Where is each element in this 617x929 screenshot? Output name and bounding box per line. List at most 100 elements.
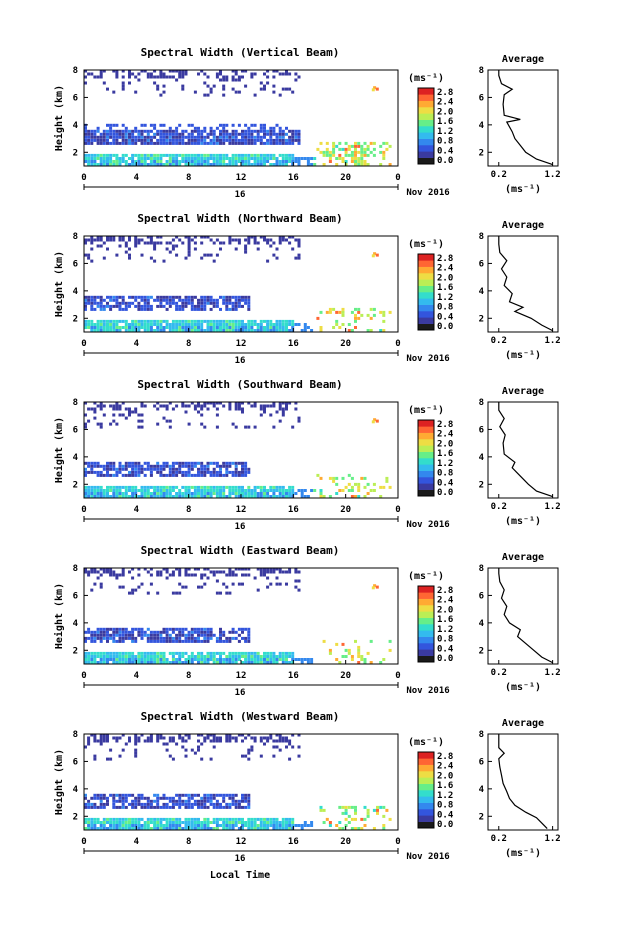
- heatmap-cell: [200, 492, 204, 495]
- heatmap-cell: [187, 247, 191, 251]
- heatmap-cell: [259, 817, 263, 821]
- heatmap-cell: [84, 304, 87, 308]
- heatmap-cell: [84, 821, 87, 824]
- heatmap-cell: [288, 489, 292, 492]
- heatmap-cell: [175, 467, 179, 471]
- heatmap-cell: [272, 754, 276, 758]
- heatmap-cell: [118, 736, 122, 740]
- heatmap-cell: [109, 235, 113, 239]
- heatmap-cell: [310, 821, 314, 824]
- heatmap-cells: [84, 235, 392, 332]
- colorbar-segment: [418, 157, 434, 165]
- heatmap-cell: [102, 160, 106, 163]
- heatmap-cell: [234, 495, 238, 498]
- heatmap-cell: [99, 238, 103, 242]
- heatmap-cell: [222, 805, 226, 809]
- heatmap-cell: [84, 323, 87, 326]
- heatmap-cell: [197, 495, 200, 498]
- heatmap-cell: [228, 655, 232, 658]
- heatmap-cell: [200, 585, 204, 589]
- heatmap-cell: [253, 93, 257, 97]
- heatmap-cell: [93, 661, 97, 664]
- heatmap-cell: [219, 639, 222, 643]
- heatmap-cell: [197, 633, 200, 637]
- heatmap-cell: [118, 326, 122, 329]
- heatmap-cell: [175, 141, 179, 145]
- heatmap-cell: [112, 163, 116, 166]
- heatmap-cell: [171, 69, 175, 73]
- heatmap-cell: [253, 576, 257, 580]
- heatmap-cell: [128, 413, 131, 417]
- heatmap-cell: [146, 307, 150, 311]
- heatmap-cell: [225, 464, 229, 468]
- heatmap-cell: [156, 639, 160, 643]
- heatmap-cell: [115, 817, 119, 821]
- heatmap-cell: [124, 658, 128, 661]
- heatmap-cell: [215, 153, 219, 157]
- heatmap-cell: [332, 144, 336, 148]
- heatmap-cell: [278, 72, 282, 76]
- heatmap-cell: [118, 799, 122, 803]
- heatmap-cell: [156, 573, 160, 577]
- heatmap-cell: [140, 485, 144, 489]
- profile-y-tick-label: 4: [479, 785, 485, 795]
- heatmap-cell: [222, 163, 226, 166]
- heatmap-cell: [175, 132, 179, 136]
- heatmap-cell: [153, 630, 157, 634]
- heatmap-cell: [87, 655, 91, 658]
- heatmap-cell: [181, 304, 185, 308]
- colorbar-segment: [418, 483, 434, 490]
- colorbar-segment: [418, 145, 434, 152]
- heatmap-cell: [206, 655, 210, 658]
- heatmap-cell: [146, 75, 150, 79]
- profile-y-tick-label: 2: [479, 646, 484, 656]
- heatmap-cell: [225, 591, 229, 595]
- heatmap-cell: [237, 805, 241, 809]
- heatmap-cell: [178, 570, 182, 574]
- heatmap-cell: [153, 404, 157, 408]
- x-tick-label: 16: [288, 505, 299, 515]
- heatmap-cell: [234, 793, 238, 797]
- heatmap-cell: [181, 326, 185, 329]
- heatmap-cell: [288, 655, 292, 658]
- heatmap-cell: [184, 464, 188, 468]
- heatmap-cell: [187, 422, 191, 426]
- profile-frame: [487, 401, 559, 499]
- heatmap-cell: [222, 473, 226, 477]
- heatmap-cell: [215, 75, 219, 79]
- heatmap-cell: [215, 238, 219, 242]
- heatmap-cell: [209, 470, 213, 474]
- heatmap-cell: [90, 326, 94, 329]
- heatmap-cell: [193, 304, 197, 308]
- heatmap-cell: [168, 817, 172, 821]
- heatmap-cell: [288, 567, 292, 571]
- heatmap-cell: [153, 323, 157, 326]
- heatmap-cell: [244, 492, 248, 495]
- heatmap-cell: [259, 235, 263, 239]
- colorbar-tick-label: 0.4: [437, 312, 454, 322]
- heatmap-cell: [206, 93, 210, 97]
- heatmap-cell: [159, 93, 163, 97]
- heatmap-cell: [178, 489, 182, 492]
- heatmap-cell: [228, 135, 232, 139]
- heatmap-cell: [124, 655, 128, 658]
- heatmap-cell: [197, 461, 200, 465]
- heatmap-cell: [190, 307, 194, 311]
- heatmap-cell: [247, 821, 251, 824]
- heatmap-cell: [225, 733, 229, 737]
- heatmap-cell: [225, 470, 229, 474]
- heatmap-cell: [153, 241, 157, 245]
- heatmap-cell: [84, 805, 87, 809]
- heatmap-cell: [146, 636, 150, 640]
- heatmap-cell: [159, 304, 163, 308]
- heatmap-cell: [131, 658, 135, 661]
- heatmap-cell: [244, 470, 248, 474]
- heatmap-cell: [149, 238, 153, 242]
- heatmap-cell: [281, 407, 285, 411]
- y-axis-label: Height (km): [53, 749, 65, 815]
- heatmap-cell: [272, 495, 276, 498]
- heatmap-cell: [187, 123, 191, 127]
- heatmap-cell: [112, 461, 116, 465]
- heatmap-cell: [266, 489, 270, 492]
- heatmap-cell: [231, 651, 235, 655]
